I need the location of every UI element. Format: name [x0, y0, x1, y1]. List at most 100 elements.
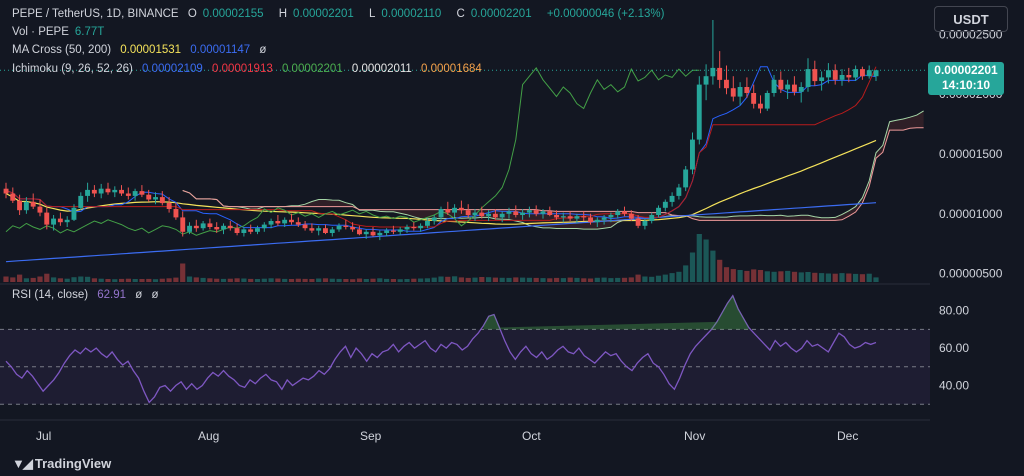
- candle: [832, 64, 838, 85]
- volume-bar: [268, 278, 274, 282]
- candle: [649, 212, 655, 224]
- candle-body: [656, 207, 661, 215]
- volume-bar: [554, 277, 560, 282]
- volume-bar: [669, 273, 675, 282]
- volume-bar: [791, 271, 798, 282]
- candle: [696, 76, 702, 145]
- candle: [51, 215, 56, 231]
- price-change: +0.00000046 (+2.13%): [546, 8, 665, 20]
- volume-bar: [642, 276, 648, 282]
- candle-body: [261, 224, 267, 229]
- candle-body: [289, 219, 294, 223]
- candle-body: [275, 221, 281, 224]
- time-axis-tick: Jul: [36, 429, 51, 443]
- candle-body: [615, 211, 621, 215]
- candle-body: [10, 193, 16, 201]
- candle: [350, 222, 356, 232]
- candle-body: [771, 79, 777, 93]
- volume-bar: [146, 278, 152, 282]
- candle-body: [642, 221, 648, 226]
- candle: [798, 82, 804, 103]
- ichimoku-legend[interactable]: Ichimoku (9, 26, 52, 26) 0.00002109 0.00…: [12, 63, 482, 75]
- candle-body: [499, 213, 505, 218]
- volume-bar: [234, 278, 240, 282]
- volume-bar: [261, 278, 267, 282]
- volume-bar: [105, 279, 111, 282]
- price-axis-tick: 0.00000500: [939, 267, 1003, 281]
- volume-bar: [465, 277, 471, 282]
- volume-bar: [343, 279, 349, 282]
- candle: [431, 215, 437, 225]
- volume-legend[interactable]: Vol · PEPE 6.77T: [12, 26, 105, 38]
- volume-bar: [139, 279, 145, 282]
- candle-body: [554, 215, 559, 218]
- candle-body: [744, 87, 750, 93]
- volume-bar: [316, 278, 322, 282]
- volume-bar: [17, 274, 23, 282]
- candle: [336, 223, 342, 232]
- tenkan-line: [5, 66, 877, 232]
- candle: [758, 95, 763, 114]
- candle-body: [370, 231, 376, 236]
- candle-body: [458, 207, 464, 211]
- candle-body: [234, 228, 240, 233]
- volume-bar: [411, 278, 417, 282]
- candle-body: [662, 201, 668, 208]
- candle: [64, 216, 70, 227]
- candle: [302, 221, 308, 231]
- candle: [690, 132, 695, 175]
- volume-bar: [458, 277, 464, 282]
- candle-body: [826, 70, 831, 78]
- volume-bar: [526, 277, 532, 282]
- candle: [839, 69, 845, 86]
- candle: [724, 65, 729, 95]
- volume-bar: [581, 278, 587, 282]
- candle-body: [153, 197, 158, 200]
- candle-body: [51, 218, 56, 225]
- volume-bar: [492, 277, 498, 282]
- tradingview-logo[interactable]: ▼◢ TradingView: [12, 456, 112, 471]
- volume-bar: [785, 270, 791, 282]
- time-axis-tick: Aug: [198, 429, 219, 443]
- candle: [85, 182, 90, 202]
- candle-body: [282, 219, 288, 224]
- candle-body: [798, 87, 804, 92]
- indicator-lines: [0, 66, 930, 263]
- candle: [628, 210, 634, 221]
- candle-body: [146, 194, 152, 200]
- volume-bar: [241, 278, 247, 282]
- candle: [547, 206, 553, 217]
- candle: [853, 65, 859, 81]
- candle-body: [173, 209, 179, 218]
- candle-body: [526, 210, 532, 213]
- volume-bar: [587, 278, 594, 282]
- currency-button[interactable]: USDT: [934, 6, 1008, 32]
- candle: [323, 224, 328, 235]
- candle-body: [628, 213, 634, 219]
- volume-bars: [3, 234, 879, 282]
- volume-bar: [275, 278, 281, 282]
- candle-body: [316, 228, 322, 231]
- rsi-legend[interactable]: RSI (14, close) 62.91 ø ø: [12, 289, 159, 301]
- candle: [622, 206, 627, 217]
- candle-body: [506, 211, 512, 214]
- candle-body: [125, 193, 131, 196]
- candle-body: [860, 69, 865, 77]
- candle: [445, 201, 451, 215]
- last-price-tag: 0.00002201 14:10:10: [928, 62, 1004, 95]
- candlesticks: [3, 20, 879, 241]
- volume-bar: [295, 278, 301, 282]
- candle: [567, 211, 573, 221]
- ma-cross-legend[interactable]: MA Cross (50, 200) 0.00001531 0.00001147…: [12, 44, 267, 56]
- candle: [44, 207, 50, 230]
- pair-label[interactable]: PEPE / TetherUS, 1D, BINANCE: [12, 8, 179, 20]
- candle: [268, 218, 274, 229]
- volume-bar: [309, 279, 315, 282]
- candle: [656, 205, 661, 218]
- candle-body: [350, 227, 356, 230]
- candle: [683, 166, 689, 192]
- candle: [377, 230, 383, 241]
- candle-body: [241, 229, 247, 233]
- candle: [764, 90, 770, 111]
